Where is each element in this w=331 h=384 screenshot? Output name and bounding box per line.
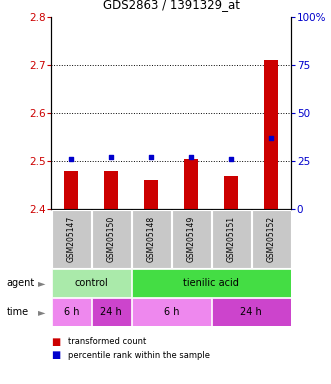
Point [149,154,154,161]
Text: ■: ■ [51,337,61,347]
Point [69,156,74,162]
Text: 6 h: 6 h [164,307,179,317]
Point [229,156,234,162]
Bar [64,171,78,209]
Text: ►: ► [38,278,45,288]
Bar [172,210,211,268]
Text: 24 h: 24 h [100,307,122,317]
Bar [132,210,171,268]
Text: GSM205149: GSM205149 [187,216,196,262]
Text: ►: ► [38,307,45,317]
Text: GDS2863 / 1391329_at: GDS2863 / 1391329_at [103,0,240,12]
Text: agent: agent [7,278,35,288]
Text: ■: ■ [51,350,61,360]
Bar [212,298,291,326]
Bar [52,210,91,268]
Text: GSM205147: GSM205147 [67,216,76,262]
Bar [224,175,238,209]
Bar [252,210,291,268]
Point [189,154,194,161]
Bar [52,298,91,326]
Bar [104,171,118,209]
Text: control: control [74,278,108,288]
Text: GSM205152: GSM205152 [267,216,276,262]
Bar [144,180,158,209]
Text: tienilic acid: tienilic acid [183,278,239,288]
Text: time: time [7,307,29,317]
Bar [132,270,291,297]
Bar [92,210,131,268]
Bar [184,159,198,209]
Text: GSM205151: GSM205151 [227,216,236,262]
Text: transformed count: transformed count [68,337,146,346]
Text: GSM205148: GSM205148 [147,216,156,262]
Bar [92,298,131,326]
Text: 24 h: 24 h [240,307,262,317]
Bar [132,298,211,326]
Text: 6 h: 6 h [64,307,79,317]
Point [109,154,114,161]
Bar [212,210,251,268]
Bar [264,60,278,209]
Text: percentile rank within the sample: percentile rank within the sample [68,351,210,360]
Text: GSM205150: GSM205150 [107,216,116,262]
Bar [52,270,131,297]
Point [269,135,274,141]
